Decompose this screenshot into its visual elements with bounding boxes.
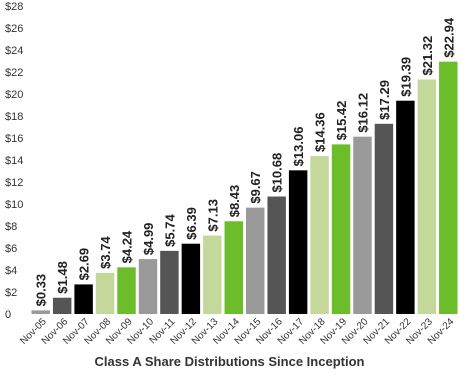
y-tick-label: $28 xyxy=(5,1,23,13)
y-tick-label: $12 xyxy=(5,177,23,189)
data-label: $9.67 xyxy=(248,171,263,204)
data-label: $10.68 xyxy=(270,153,285,193)
y-tick-label: $20 xyxy=(5,89,23,101)
data-label: $7.13 xyxy=(205,199,220,232)
data-label: $6.39 xyxy=(184,207,199,240)
y-tick-label: $6 xyxy=(5,243,17,255)
y-tick-label: $14 xyxy=(5,155,23,167)
bar xyxy=(31,310,50,314)
y-tick-label: $16 xyxy=(5,133,23,145)
bar xyxy=(417,79,437,314)
data-label: $15.42 xyxy=(334,101,349,141)
data-label: $8.43 xyxy=(227,185,242,218)
bar xyxy=(374,123,394,314)
y-tick-label: $24 xyxy=(5,45,23,57)
bar xyxy=(331,144,351,314)
bar xyxy=(396,100,415,315)
data-label: $5.74 xyxy=(162,214,177,247)
bar xyxy=(95,272,115,314)
bar xyxy=(74,284,93,314)
bar xyxy=(224,221,243,314)
y-tick-label: $18 xyxy=(5,111,23,123)
data-label: $3.74 xyxy=(98,236,113,269)
chart-title: Class A Share Distributions Since Incept… xyxy=(94,354,365,369)
data-label: $1.48 xyxy=(55,261,70,294)
data-label: $22.94 xyxy=(441,17,456,58)
bar xyxy=(246,207,265,314)
data-label: $17.29 xyxy=(377,80,392,120)
y-tick-label: $8 xyxy=(5,221,17,233)
data-label: $4.24 xyxy=(120,230,135,263)
bar xyxy=(160,250,179,314)
bar xyxy=(203,235,222,314)
y-tick-label: 0 xyxy=(5,309,11,321)
bar xyxy=(138,259,158,314)
y-tick-label: $26 xyxy=(5,23,23,35)
bar xyxy=(353,136,372,314)
data-label: $0.33 xyxy=(34,274,49,307)
data-label: $4.99 xyxy=(141,223,156,256)
bar xyxy=(267,196,286,314)
bar xyxy=(439,61,458,314)
y-tick-label: $2 xyxy=(5,287,17,299)
data-label: $2.69 xyxy=(77,248,92,281)
data-label: $14.36 xyxy=(313,112,328,152)
data-label: $13.06 xyxy=(291,127,306,167)
bar xyxy=(117,267,136,314)
bar xyxy=(181,243,201,314)
y-tick-label: $22 xyxy=(5,67,23,79)
bar xyxy=(52,297,72,314)
bar xyxy=(288,170,308,314)
data-label: $16.12 xyxy=(355,93,370,133)
y-tick-label: $4 xyxy=(5,265,17,277)
data-label: $21.32 xyxy=(420,36,435,76)
data-label: $19.39 xyxy=(398,57,413,97)
y-tick-label: $10 xyxy=(5,199,23,211)
bar xyxy=(310,156,329,314)
